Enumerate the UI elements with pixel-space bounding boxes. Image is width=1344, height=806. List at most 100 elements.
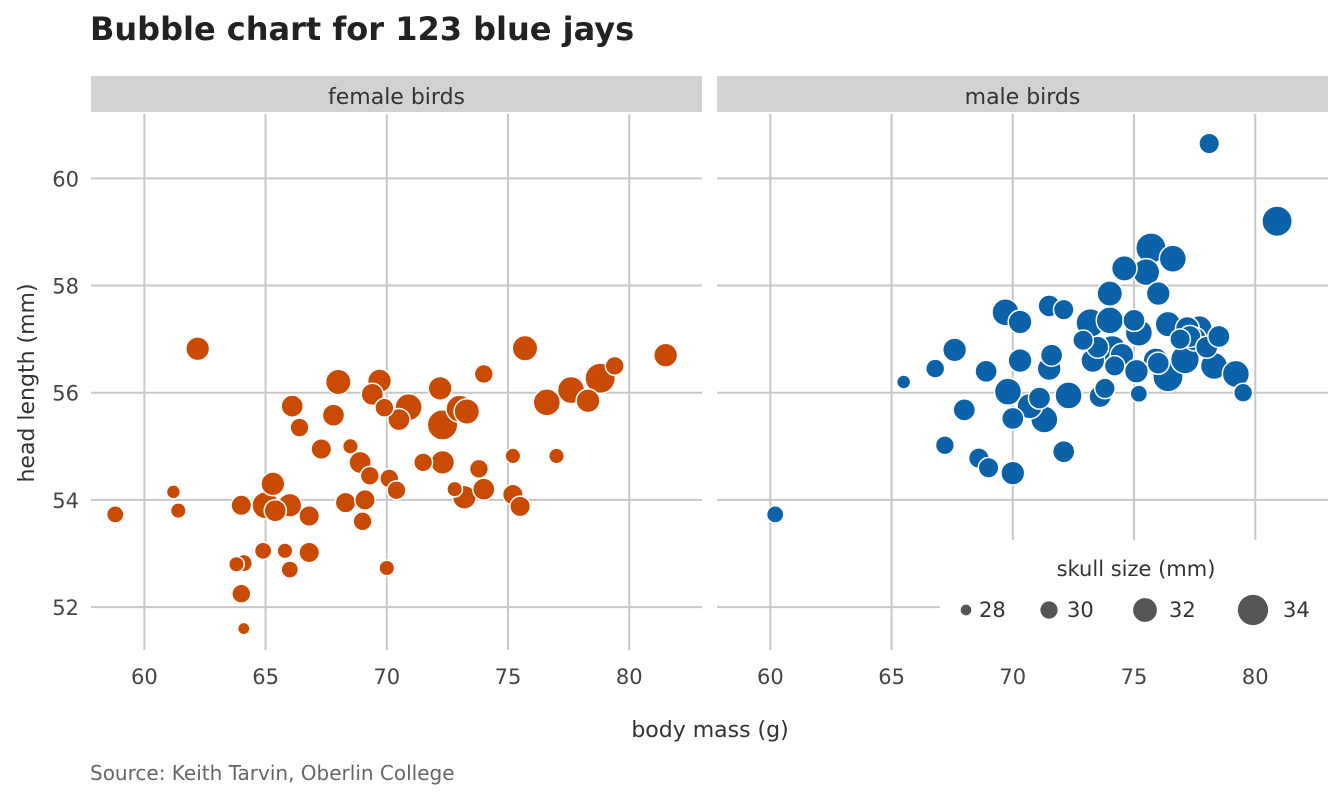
data-point bbox=[324, 368, 352, 396]
chart-caption: Source: Keith Tarvin, Oberlin College bbox=[90, 761, 455, 785]
data-point bbox=[765, 505, 785, 524]
strip-female bbox=[91, 76, 702, 112]
data-point bbox=[298, 541, 321, 564]
data-point bbox=[473, 363, 494, 385]
data-point bbox=[321, 403, 346, 428]
points-female bbox=[105, 334, 679, 636]
y-tick-label: 54 bbox=[52, 489, 79, 513]
data-point bbox=[412, 452, 434, 473]
legend-bubble bbox=[960, 604, 972, 616]
data-point bbox=[334, 491, 357, 514]
legend-label: 28 bbox=[979, 598, 1006, 622]
data-point bbox=[341, 437, 359, 455]
data-point bbox=[1110, 254, 1138, 282]
data-point bbox=[359, 465, 381, 486]
data-point bbox=[280, 394, 305, 418]
data-point bbox=[1146, 351, 1171, 376]
x-tick-label: 65 bbox=[878, 665, 905, 689]
y-axis-title: head length (mm) bbox=[15, 283, 40, 482]
data-point bbox=[105, 505, 125, 524]
data-point bbox=[1000, 406, 1025, 431]
legend-label: 30 bbox=[1067, 598, 1094, 622]
points-male bbox=[765, 132, 1294, 524]
data-point bbox=[427, 375, 453, 402]
data-point bbox=[1145, 280, 1171, 307]
data-point bbox=[934, 435, 956, 456]
data-point bbox=[276, 542, 294, 560]
data-point bbox=[236, 621, 251, 636]
strip-label-female: female birds bbox=[328, 85, 465, 110]
data-point bbox=[227, 555, 246, 573]
data-point bbox=[468, 458, 490, 480]
data-point bbox=[1007, 347, 1033, 374]
data-point bbox=[575, 388, 601, 414]
grid-male bbox=[717, 114, 1328, 650]
data-point bbox=[1052, 298, 1075, 321]
data-point bbox=[374, 397, 395, 418]
data-point bbox=[429, 449, 456, 476]
x-tick-label: 80 bbox=[1242, 665, 1269, 689]
data-point bbox=[1072, 329, 1095, 352]
data-point bbox=[1169, 328, 1192, 351]
data-point bbox=[925, 358, 946, 379]
data-point bbox=[1103, 354, 1126, 377]
legend-background bbox=[940, 540, 1328, 650]
data-point bbox=[360, 382, 385, 407]
data-point bbox=[1027, 386, 1052, 410]
data-point bbox=[532, 388, 562, 417]
data-point bbox=[1093, 377, 1116, 400]
y-tick-label: 60 bbox=[52, 167, 79, 191]
x-tick-label: 75 bbox=[495, 665, 522, 689]
data-point bbox=[446, 480, 464, 498]
y-tick-label: 52 bbox=[52, 596, 79, 620]
data-point bbox=[263, 498, 288, 523]
data-point bbox=[1123, 358, 1150, 384]
x-tick-label: 65 bbox=[252, 665, 279, 689]
data-point bbox=[1051, 439, 1076, 464]
data-point bbox=[260, 471, 286, 497]
x-tick-label: 70 bbox=[999, 665, 1026, 689]
data-point bbox=[230, 494, 253, 517]
data-point bbox=[280, 560, 300, 579]
data-point bbox=[165, 484, 182, 500]
data-point bbox=[352, 511, 373, 532]
data-point bbox=[1096, 280, 1124, 308]
x-tick-label: 60 bbox=[757, 665, 784, 689]
data-point bbox=[471, 477, 496, 502]
data-point bbox=[1232, 382, 1254, 403]
data-point bbox=[547, 447, 566, 465]
data-point bbox=[504, 447, 522, 465]
data-point bbox=[652, 342, 679, 368]
data-point bbox=[895, 374, 912, 390]
data-point bbox=[1129, 384, 1149, 404]
legend-label: 32 bbox=[1169, 598, 1196, 622]
strip-male bbox=[717, 76, 1328, 112]
x-tick-label: 60 bbox=[131, 665, 158, 689]
data-point bbox=[169, 502, 187, 520]
data-point bbox=[310, 438, 333, 460]
data-point bbox=[1007, 309, 1033, 335]
panel-female: female birds bbox=[91, 76, 702, 650]
data-point bbox=[604, 355, 625, 377]
x-tick-label: 70 bbox=[373, 665, 400, 689]
data-point bbox=[1054, 381, 1083, 410]
y-tick-labels: 52 54 56 58 60 bbox=[52, 167, 79, 620]
data-point bbox=[1261, 205, 1294, 238]
legend-bubble bbox=[1133, 598, 1157, 622]
legend-title: skull size (mm) bbox=[1057, 557, 1216, 581]
data-point bbox=[378, 559, 396, 577]
data-point bbox=[509, 495, 532, 518]
x-tick-label: 75 bbox=[1121, 665, 1148, 689]
data-point bbox=[993, 377, 1023, 406]
chart-title: Bubble chart for 123 blue jays bbox=[90, 10, 634, 48]
legend-label: 34 bbox=[1283, 598, 1310, 622]
data-point bbox=[387, 407, 411, 432]
y-tick-label: 56 bbox=[52, 382, 79, 406]
x-tick-labels: 60 65 70 75 80 60 65 70 75 80 bbox=[131, 665, 1269, 689]
x-tick-label: 80 bbox=[616, 665, 643, 689]
data-point bbox=[1039, 343, 1064, 368]
data-point bbox=[952, 398, 977, 422]
legend-bubble bbox=[1040, 601, 1058, 619]
data-point bbox=[453, 398, 481, 425]
